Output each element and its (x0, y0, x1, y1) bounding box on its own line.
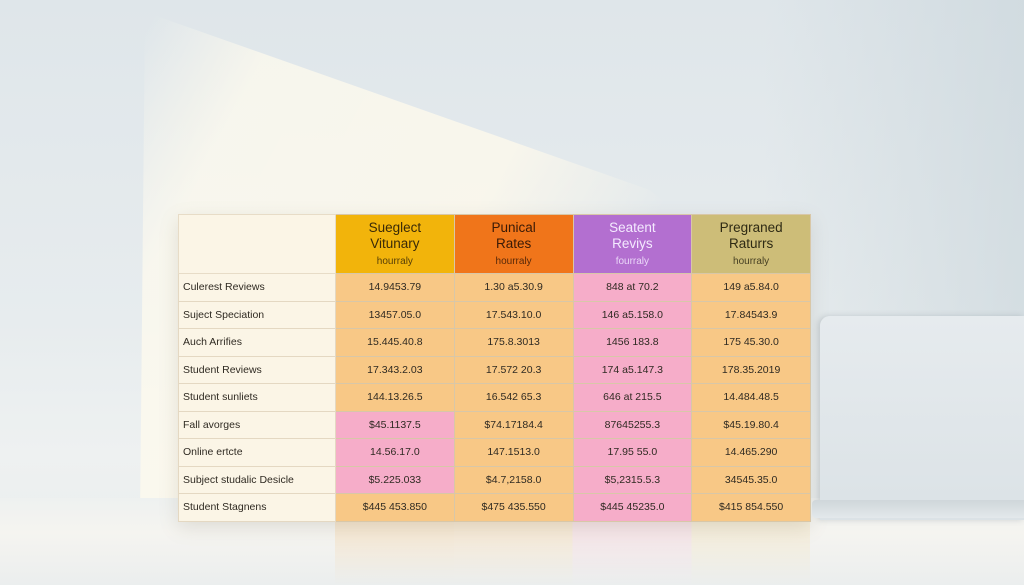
table-cell: 14.465.290 (691, 438, 811, 467)
table-cell: 144.13.26.5 (335, 383, 455, 412)
column-header-subtitle: hourraly (733, 255, 770, 267)
table-row: Fall avorges $45.1137.5 $74.17184.4 8764… (178, 410, 811, 439)
table-cell: 175 45.30.0 (691, 328, 811, 357)
table-cell: 14.9453.79 (335, 273, 455, 302)
table-cell: $475 435.550 (453, 493, 574, 522)
table-cell: 16.542 65.3 (453, 383, 574, 412)
table-cell: 14.56.17.0 (335, 438, 455, 467)
row-label: Auch Arrifies (178, 328, 336, 357)
header-corner-cell (178, 214, 336, 274)
table-cell: $4.7,2158.0 (453, 465, 574, 494)
table-row: Student Stagnens $445 453.850 $475 435.5… (178, 493, 811, 522)
table-cell: 17.572 20.3 (453, 355, 574, 384)
table-row: Culerest Reviews 14.9453.79 1.30 a5.30.9… (178, 273, 811, 302)
row-label: Student sunliets (178, 383, 336, 412)
column-header-title: Pregraned (719, 219, 783, 235)
column-header-title: Seatent (609, 219, 656, 235)
rates-table-board: Sueglect Vitunary hourraly Punical Rates… (178, 214, 811, 522)
table-cell: $415 854.550 (691, 493, 811, 522)
table-cell: 17.343.2.03 (335, 355, 455, 384)
rates-table: Sueglect Vitunary hourraly Punical Rates… (178, 214, 811, 522)
column-header: Seatent Reviys fourraly (572, 214, 693, 274)
table-cell: 87645255.3 (572, 410, 693, 439)
laptop-base (812, 500, 1024, 518)
table-cell: 14.484.48.5 (691, 383, 811, 412)
row-label: Culerest Reviews (178, 273, 336, 302)
table-cell: $5,2315.5.3 (572, 465, 693, 494)
row-label: Student Reviews (178, 355, 336, 384)
table-cell: 178.35.2019 (691, 355, 811, 384)
table-cell: 147.1513.0 (453, 438, 574, 467)
row-label: Subject studalic Desicle (178, 465, 336, 494)
table-cell: 149 a5.84.0 (691, 273, 811, 302)
column-header: Pregraned Raturrs hourraly (691, 214, 811, 274)
table-cell: 1.30 a5.30.9 (453, 273, 574, 302)
column-header: Sueglect Vitunary hourraly (335, 214, 455, 274)
table-cell: 146 a5.158.0 (572, 300, 693, 329)
table-cell: 175.8.3013 (453, 328, 574, 357)
column-header-subtitle: hourraly (495, 255, 532, 267)
column-header-title: Punical (491, 219, 536, 235)
column-header-subtitle: hourraly (376, 255, 413, 267)
table-cell: 646 at 215.5 (572, 383, 693, 412)
row-label: Student Stagnens (178, 493, 336, 522)
table-cell: 15.445.40.8 (335, 328, 455, 357)
table-row: Student Reviews 17.343.2.03 17.572 20.3 … (178, 355, 811, 384)
table-reflection (335, 521, 810, 585)
table-cell: 17.95 55.0 (572, 438, 693, 467)
table-row: Auch Arrifies 15.445.40.8 175.8.3013 145… (178, 328, 811, 357)
table-cell: $74.17184.4 (453, 410, 574, 439)
table-header-row: Sueglect Vitunary hourraly Punical Rates… (178, 214, 811, 274)
row-label: Online ertcte (178, 438, 336, 467)
row-label: Suject Speciation (178, 300, 336, 329)
column-header-title: Rates (495, 235, 532, 251)
column-header-subtitle: fourraly (615, 255, 650, 267)
table-row: Subject studalic Desicle $5.225.033 $4.7… (178, 465, 811, 494)
table-row: Suject Speciation 13457.05.0 17.543.10.0… (178, 300, 811, 329)
column-header: Punical Rates hourraly (453, 214, 574, 274)
table-cell: 17.543.10.0 (453, 300, 574, 329)
table-row: Student sunliets 144.13.26.5 16.542 65.3… (178, 383, 811, 412)
column-header-title: Sueglect (368, 219, 422, 235)
table-cell: 1456 183.8 (572, 328, 693, 357)
table-cell: $5.225.033 (335, 465, 455, 494)
table-cell: 13457.05.0 (335, 300, 455, 329)
table-cell: 34545.35.0 (691, 465, 811, 494)
table-cell: $45.19.80.4 (691, 410, 811, 439)
table-cell: 174 a5.147.3 (572, 355, 693, 384)
column-header-title: Vitunary (370, 235, 420, 251)
table-cell: 848 at 70.2 (572, 273, 693, 302)
table-cell: $445 45235.0 (572, 493, 693, 522)
laptop (820, 316, 1024, 520)
row-label: Fall avorges (178, 410, 336, 439)
table-cell: 17.84543.9 (691, 300, 811, 329)
column-header-title: Raturrs (728, 235, 774, 251)
column-header-title: Reviys (612, 235, 653, 251)
table-cell: $45.1137.5 (335, 410, 455, 439)
table-row: Online ertcte 14.56.17.0 147.1513.0 17.9… (178, 438, 811, 467)
table-cell: $445 453.850 (335, 493, 455, 522)
